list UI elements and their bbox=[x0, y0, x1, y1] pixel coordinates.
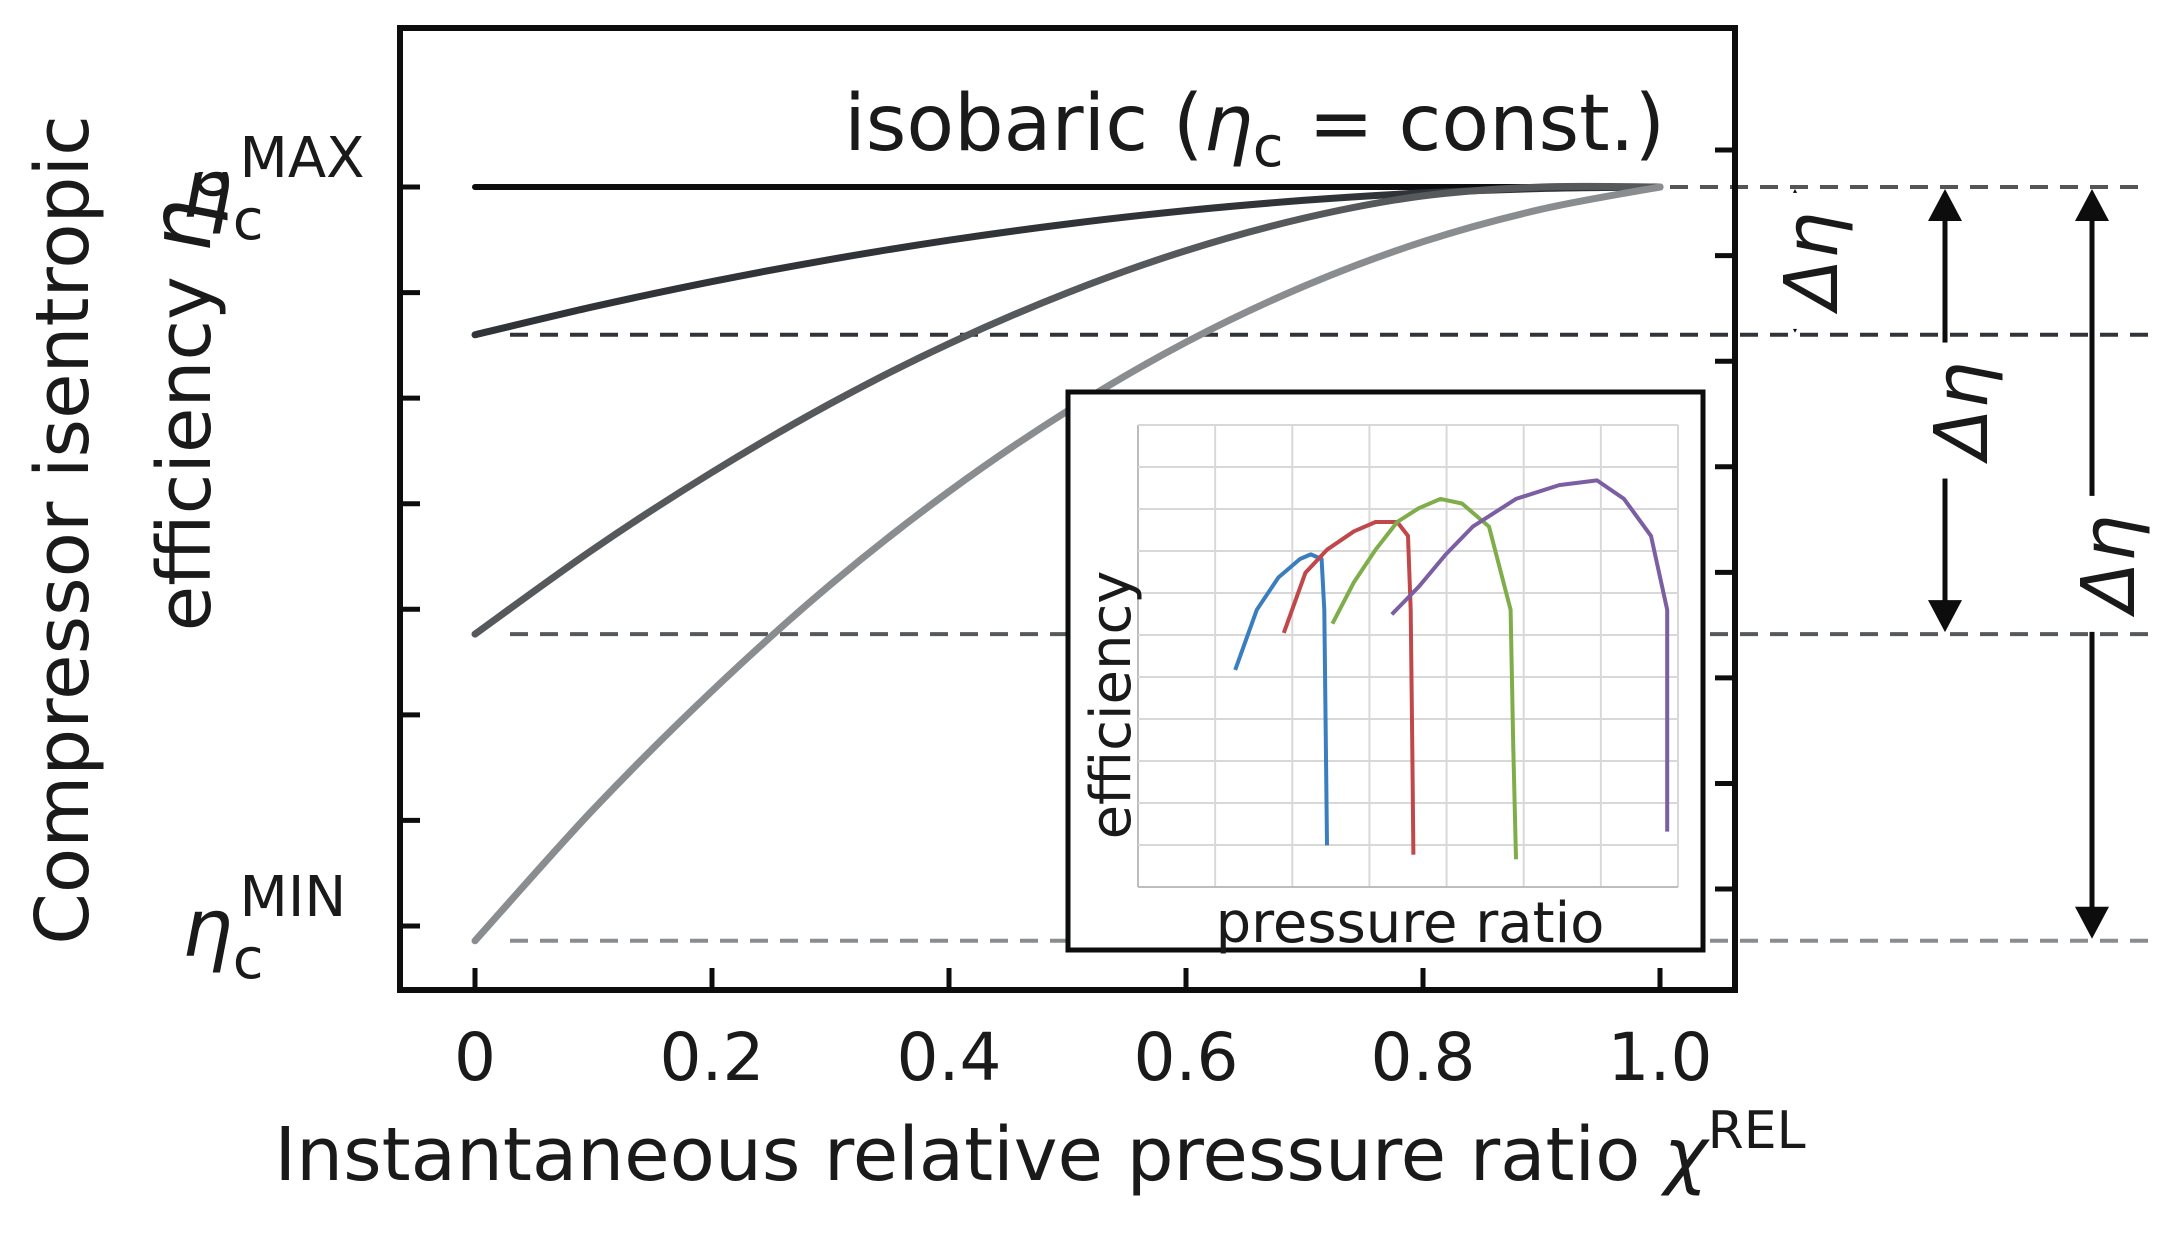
delta-arrows: Δη Δη Δη bbox=[1759, 189, 2152, 939]
x-tick-label: 0.8 bbox=[1371, 1019, 1476, 1096]
isobaric-label: isobaric (ηc = const.) bbox=[844, 79, 1665, 180]
y-mark-max: ηcMAX bbox=[182, 126, 365, 253]
inset-chart: pressure ratio efficiency bbox=[1065, 389, 1706, 956]
x-tick-label: 0.4 bbox=[897, 1019, 1002, 1096]
inset-xlabel: pressure ratio bbox=[1216, 891, 1605, 956]
plot-area bbox=[471, 182, 1664, 945]
inset-series-inset-green bbox=[1330, 496, 1518, 860]
inset-series-inset-blue bbox=[1233, 552, 1329, 846]
y-axis-title-line2: efficiency ηc bbox=[132, 169, 242, 632]
delta-arrowhead-down bbox=[1928, 600, 1962, 633]
inset-frame bbox=[1065, 389, 1706, 953]
y-mark-min: ηcMIN bbox=[182, 865, 346, 992]
inset-series-inset-red bbox=[1281, 520, 1416, 855]
delta-arrowhead-up bbox=[2075, 189, 2109, 221]
x-tick-label: 0.2 bbox=[660, 1019, 765, 1096]
axes bbox=[397, 25, 1738, 993]
delta-arrowhead-down bbox=[2075, 906, 2109, 939]
plot-frame bbox=[397, 25, 1738, 993]
x-axis-title: Instantaneous relative pressure ratio χR… bbox=[274, 1101, 1805, 1198]
series-line-curve-3 bbox=[471, 183, 1664, 945]
delta-label: Δη bbox=[1769, 212, 1855, 315]
x-tick-label: 1.0 bbox=[1608, 1019, 1713, 1096]
delta-label: Δη bbox=[2066, 515, 2152, 618]
series-line-curve-1 bbox=[471, 183, 1664, 339]
delta-label-bg bbox=[1909, 342, 1981, 479]
y-axis-title-line1: Compressor isentropic bbox=[20, 115, 106, 945]
labels: 0 0.2 0.4 0.6 0.8 1.0 isobaric (ηc = const.) ηc… bbox=[20, 79, 1806, 1198]
delta-arrowhead-up bbox=[1928, 189, 1962, 221]
x-tick-label: 0 bbox=[454, 1019, 496, 1096]
x-tick-label: 0.6 bbox=[1134, 1019, 1239, 1096]
delta-label: Δη bbox=[1919, 362, 2005, 465]
inset-series-inset-purple bbox=[1390, 478, 1670, 832]
delta-label-bg bbox=[2056, 495, 2128, 632]
inset-ylabel: efficiency bbox=[1079, 571, 1144, 840]
series-line-curve-2 bbox=[471, 182, 1664, 638]
delta-label-bg bbox=[1759, 192, 1831, 329]
